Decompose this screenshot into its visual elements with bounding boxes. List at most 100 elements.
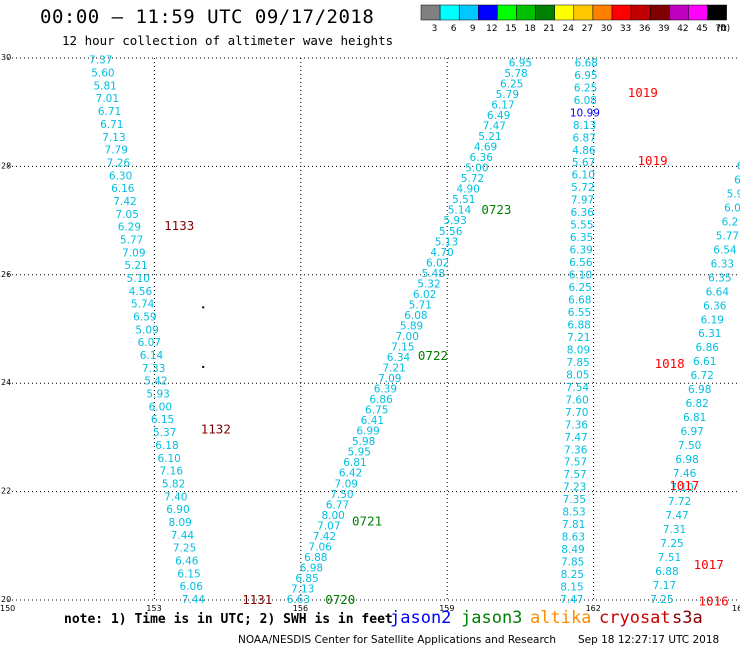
x-tick-label: 162 — [586, 604, 601, 613]
wave-height-value: 6.88 — [567, 319, 590, 331]
chart-subtitle: 12 hour collection of altimeter wave hei… — [62, 33, 394, 48]
pass-label: 1017 — [669, 478, 699, 493]
pass-label: 1133 — [164, 218, 194, 233]
wave-height-value: 7.47 — [564, 432, 587, 444]
wave-height-value: 8.15 — [560, 582, 583, 594]
wave-height-value: 7.01 — [96, 93, 119, 105]
wave-height-value: 7.42 — [313, 531, 336, 543]
x-tick-label: 150 — [0, 604, 15, 613]
wave-height-value: 6.10 — [569, 270, 592, 282]
wave-height-value: 7.47 — [560, 594, 583, 606]
pass-label: 1016 — [699, 594, 729, 609]
wave-height-value: 6.95 — [574, 70, 597, 82]
wave-height-value: 6.99 — [356, 426, 379, 438]
wave-height-value: 7.57 — [563, 469, 586, 481]
y-tick-label: 22 — [1, 487, 11, 496]
note-text: note: 1) Time is in UTC; 2) SWH is in fe… — [64, 612, 393, 627]
wave-height-value: 6.55 — [568, 307, 591, 319]
wave-height-value: 6.87 — [573, 132, 596, 144]
legend-bin-label: 70 — [715, 24, 727, 34]
wave-height-value: 6.25 — [568, 282, 591, 294]
wave-height-value: 5.95 — [348, 447, 371, 459]
y-tick-label: 26 — [1, 270, 11, 279]
legend-s3a: s3a — [672, 608, 703, 628]
wave-height-value: 4.86 — [572, 145, 596, 157]
wave-height-value: 5.93 — [146, 389, 169, 401]
wave-height-value: 5.74 — [131, 299, 155, 311]
legend-swatch — [516, 4, 536, 21]
wave-height-value: 6.14 — [140, 350, 164, 362]
wave-height-value: 5.14 — [448, 205, 472, 217]
wave-height-value: 7.17 — [653, 580, 676, 592]
wave-height-value: 6.00 — [149, 401, 172, 413]
wave-height-value: 6.18 — [155, 440, 178, 452]
wave-height-value: 7.33 — [142, 363, 165, 375]
legend-swatch — [458, 4, 479, 21]
legend-bin-label: 30 — [601, 24, 613, 34]
wave-height-value: 6.19 — [701, 314, 724, 326]
legend-bin-label: 36 — [639, 24, 651, 34]
wave-height-value: 7.21 — [567, 332, 590, 344]
legend-swatch — [592, 4, 613, 21]
legend-jason3: jason3 — [461, 608, 523, 628]
legend-jason2: jason2 — [390, 608, 452, 628]
wave-height-value: 6.46 — [175, 555, 199, 567]
wave-height-value: 6.36 — [570, 207, 594, 219]
y-tick-label: 24 — [1, 378, 11, 387]
wave-height-value: 7.25 — [650, 594, 673, 606]
wave-height-value: 6.10 — [572, 170, 595, 182]
wave-height-value: 6.85 — [295, 573, 318, 585]
legend-swatch — [630, 4, 651, 21]
wave-height-value: 5.77 — [716, 230, 739, 242]
y-tick-label: 28 — [1, 161, 11, 170]
wave-height-value: 5.71 — [409, 299, 432, 311]
wave-height-value: 8.00 — [321, 510, 344, 522]
legend-bin-label: 6 — [451, 24, 457, 34]
wave-height-value: 8.05 — [566, 369, 589, 381]
pass-label: 1132 — [201, 421, 231, 436]
legend-cryosat: cryosat — [599, 608, 671, 628]
wave-height-value: 7.23 — [563, 482, 586, 494]
wave-height-value: 6.90 — [166, 504, 189, 516]
wave-height-value: 6.42 — [339, 468, 362, 480]
y-tick-label: 30 — [1, 53, 11, 62]
wave-height-value: 7.60 — [565, 394, 588, 406]
wave-height-value: 5.89 — [400, 320, 423, 332]
wave-height-value: 7.44 — [182, 594, 206, 606]
legend-bin-label: 21 — [543, 24, 554, 34]
x-tick-label: 156 — [293, 604, 308, 613]
wave-height-value: 7.26 — [107, 157, 131, 169]
position-marker — [202, 365, 205, 368]
wave-height-value: 6.33 — [711, 258, 734, 270]
wave-height-value: 5.32 — [417, 278, 440, 290]
wave-height-value: 5.51 — [452, 194, 475, 206]
legend-unit: (ft) — [717, 24, 731, 34]
wave-height-value: 7.00 — [396, 331, 419, 343]
wave-height-value: 6.75 — [365, 405, 388, 417]
wave-height-value: 6.16 — [111, 183, 135, 195]
wave-height-value: 6.77 — [326, 499, 349, 511]
x-tick-label: 153 — [146, 604, 161, 613]
wave-height-value: 7.50 — [678, 440, 701, 452]
legend-swatch — [535, 4, 555, 21]
wave-height-value: 8.13 — [573, 120, 596, 132]
wave-height-value: 6.17 — [491, 100, 514, 112]
wave-height-value: 7.13 — [102, 132, 125, 144]
legend-bin-label: 42 — [677, 24, 688, 34]
wave-height-value: 7.85 — [566, 357, 589, 369]
wave-height-value: 5.48 — [422, 268, 445, 280]
legend-bin-label: 33 — [620, 24, 631, 34]
wave-height-value: 7.36 — [565, 419, 589, 431]
wave-height-value: 7.09 — [122, 247, 145, 259]
wave-height-value: 8.25 — [561, 569, 584, 581]
wave-height-value: 5.9 — [727, 188, 740, 200]
wave-height-value: 6.2 — [722, 216, 739, 228]
wave-height-value: 7.06 — [308, 541, 332, 553]
wave-height-value: 6.49 — [487, 110, 510, 122]
wave-height-value: 7.07 — [317, 520, 340, 532]
wave-height-value: 8.09 — [168, 517, 191, 529]
legend-bin-label: 3 — [432, 24, 438, 34]
legend-bin-label: 24 — [563, 24, 575, 34]
wave-height-value: 5.00 — [465, 163, 488, 175]
